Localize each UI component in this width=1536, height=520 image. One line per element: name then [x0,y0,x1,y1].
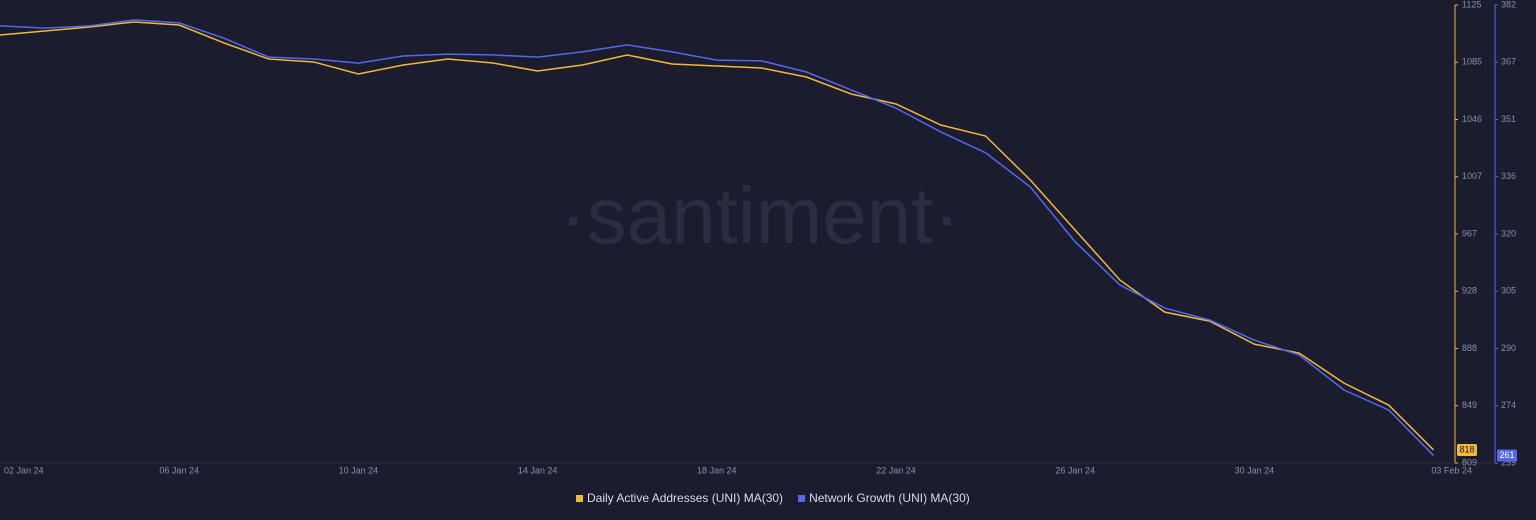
y2-tick-label: 320 [1501,228,1516,238]
y-tick-label: 809 [1462,457,1477,467]
y2-tick-label: 336 [1501,171,1516,181]
legend-label: Daily Active Addresses (UNI) MA(30) [587,491,783,505]
x-tick-label: 02 Jan 24 [4,465,44,475]
legend-swatch [798,495,806,502]
series-line [0,21,1435,451]
x-tick-label: 18 Jan 24 [697,465,737,475]
y-tick-label: 1007 [1462,171,1482,181]
watermark: ·santiment· [560,171,960,260]
y2-tick-label: 382 [1501,0,1516,9]
last-value-tag [1457,443,1477,456]
y2-tick-label: 290 [1501,343,1516,353]
y2-tick-label: 274 [1501,400,1516,410]
y-tick-label: 928 [1462,286,1477,296]
y-tick-label: 1125 [1462,0,1481,9]
y-tick-label: 967 [1462,228,1477,238]
x-tick-label: 10 Jan 24 [339,465,379,475]
last-value-label: 261 [1499,450,1514,460]
legend-label: Network Growth (UNI) MA(30) [809,491,970,505]
x-tick-label: 30 Jan 24 [1235,465,1275,475]
y2-tick-label: 259 [1501,457,1516,467]
y-tick-label: 1046 [1462,114,1482,124]
x-tick-label: 03 Feb 24 [1431,465,1472,475]
y2-tick-label: 305 [1501,286,1516,296]
last-value-label: 818 [1459,444,1474,454]
legend-swatch [576,495,583,502]
y-tick-label: 1085 [1462,57,1482,67]
y-tick-label: 849 [1462,400,1477,410]
last-value-tag [1497,449,1517,462]
y2-tick-label: 367 [1501,57,1516,67]
x-tick-label: 22 Jan 24 [876,465,916,475]
x-tick-label: 06 Jan 24 [159,465,199,475]
x-tick-label: 26 Jan 24 [1055,465,1095,475]
x-tick-label: 14 Jan 24 [518,465,558,475]
y2-tick-label: 351 [1501,114,1516,124]
y-tick-label: 888 [1462,343,1477,353]
series-line [0,19,1435,457]
